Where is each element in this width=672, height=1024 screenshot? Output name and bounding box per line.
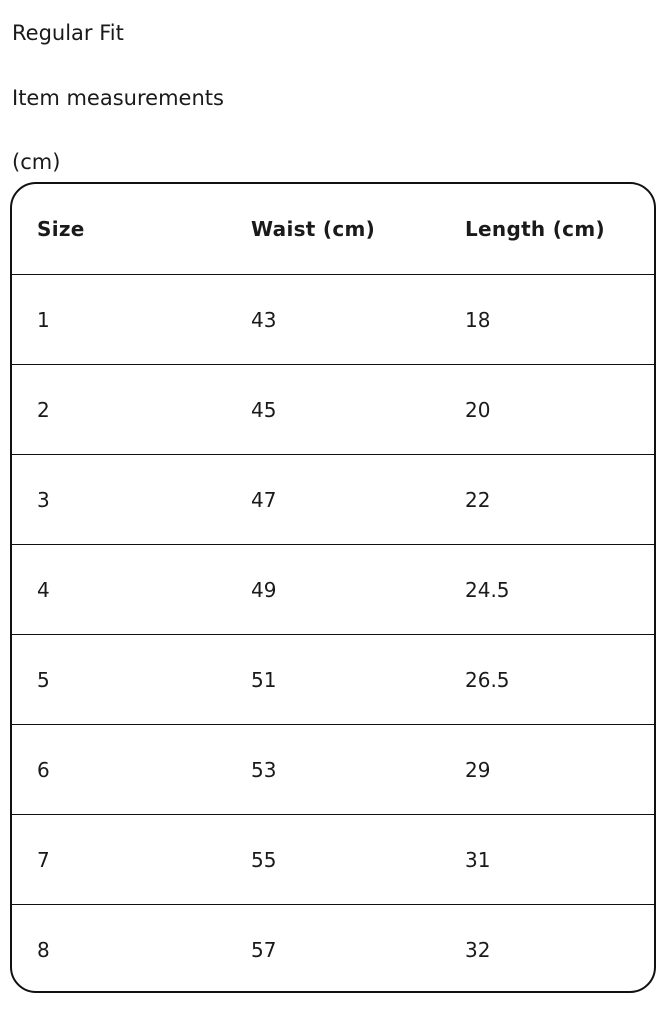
- length-cell: 31: [465, 847, 491, 872]
- waist-cell: 55: [251, 847, 277, 872]
- table-row: 3 47 22: [12, 454, 654, 544]
- table-row: 7 55 31: [12, 814, 654, 904]
- size-cell: 5: [37, 667, 50, 692]
- length-cell: 20: [465, 397, 491, 422]
- waist-cell: 49: [251, 577, 277, 602]
- header-waist: Waist (cm): [251, 217, 376, 241]
- table-row: 2 45 20: [12, 364, 654, 454]
- size-cell: 7: [37, 847, 50, 872]
- table-row: 1 43 18: [12, 274, 654, 364]
- size-cell: 3: [37, 487, 50, 512]
- table-row: 6 53 29: [12, 724, 654, 814]
- length-cell: 24.5: [465, 577, 510, 602]
- size-table: Size Waist (cm) Length (cm) 1 43 18 2 45 20 3 4…: [10, 182, 656, 993]
- waist-cell: 43: [251, 307, 277, 332]
- header-size: Size: [37, 217, 85, 241]
- length-cell: 18: [465, 307, 491, 332]
- length-cell: 32: [465, 937, 491, 962]
- table-row: 4 49 24.5: [12, 544, 654, 634]
- length-cell: 26.5: [465, 667, 510, 692]
- header-length: Length (cm): [465, 217, 605, 241]
- table-header: Size Waist (cm) Length (cm): [12, 184, 654, 274]
- waist-cell: 53: [251, 757, 277, 782]
- waist-cell: 51: [251, 667, 277, 692]
- size-cell: 1: [37, 307, 50, 332]
- waist-cell: 57: [251, 937, 277, 962]
- unit-label: (cm): [12, 150, 61, 174]
- fit-label: Regular Fit: [12, 21, 124, 45]
- size-cell: 8: [37, 937, 50, 962]
- size-cell: 2: [37, 397, 50, 422]
- table-row: 5 51 26.5: [12, 634, 654, 724]
- length-cell: 22: [465, 487, 491, 512]
- waist-cell: 45: [251, 397, 277, 422]
- section-title: Item measurements: [12, 86, 224, 110]
- length-cell: 29: [465, 757, 491, 782]
- size-cell: 4: [37, 577, 50, 602]
- waist-cell: 47: [251, 487, 277, 512]
- table-row: 8 57 32: [12, 904, 654, 991]
- size-cell: 6: [37, 757, 50, 782]
